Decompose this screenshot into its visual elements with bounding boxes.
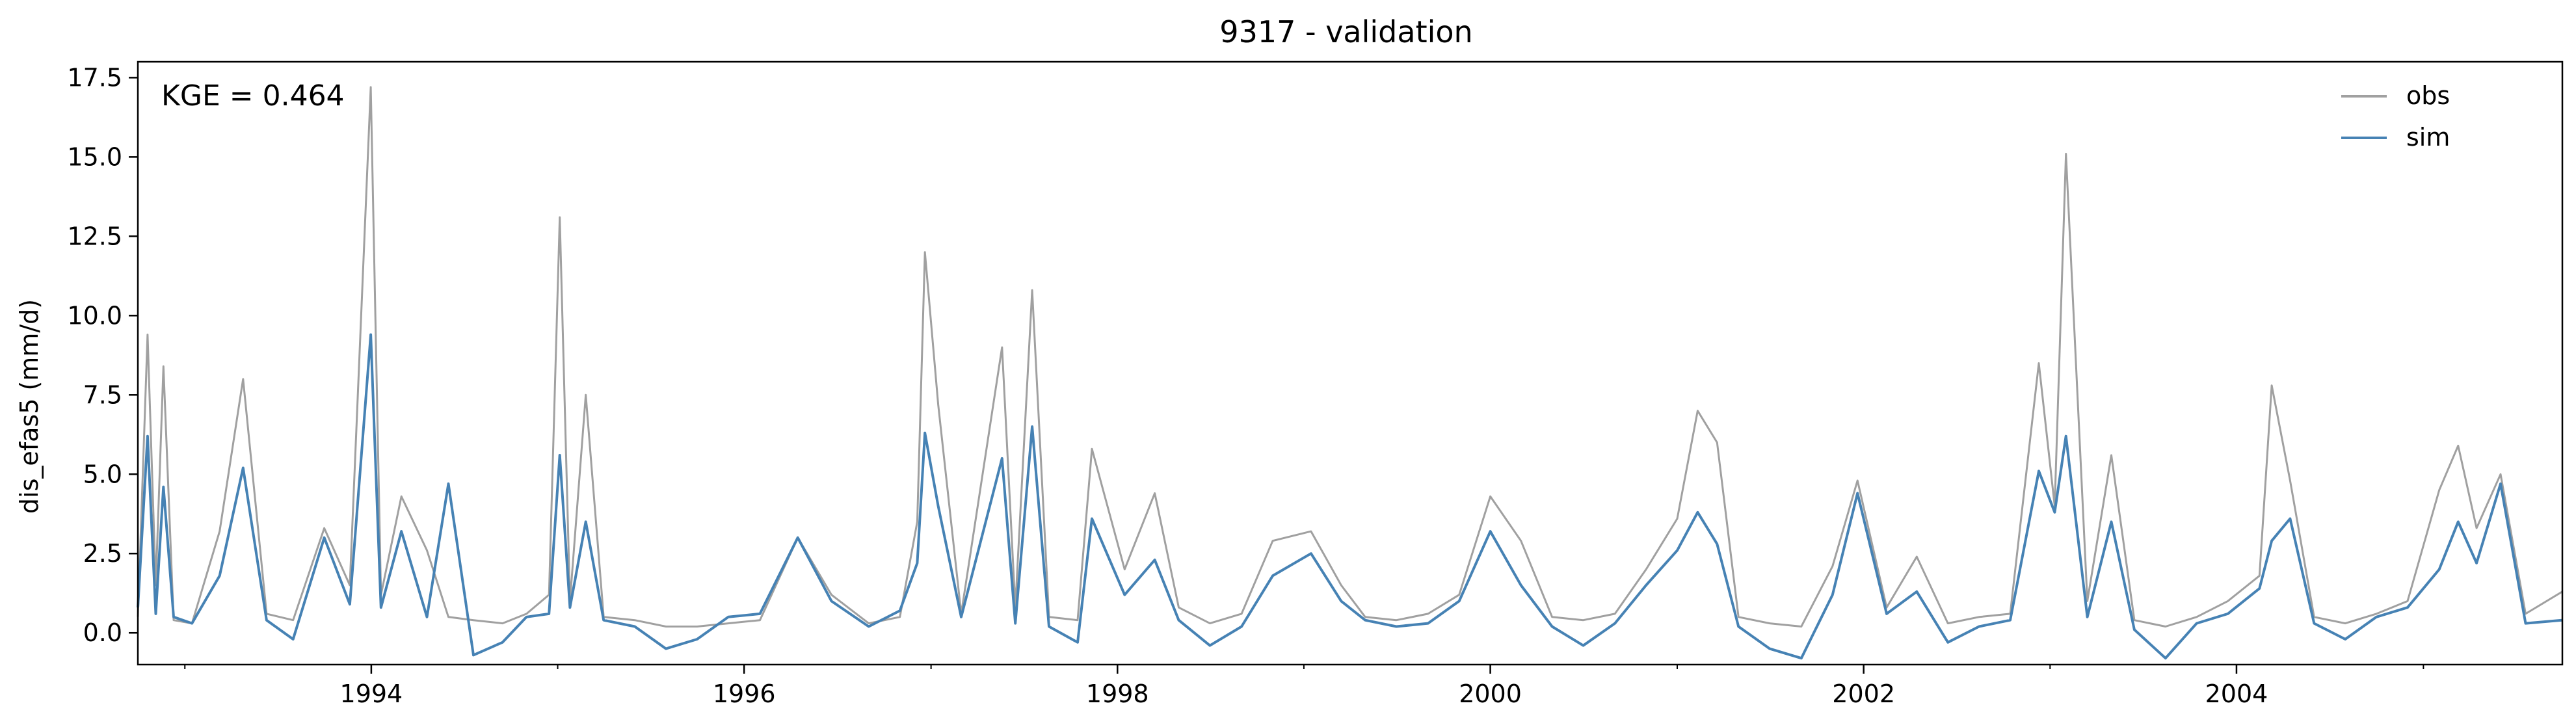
x-axis: 1994 1996 1998 2000 2002 2004: [184, 665, 2424, 708]
series-line-obs: [137, 86, 2563, 628]
y-axis-label: dis_efas5 (mm/d): [15, 299, 44, 514]
legend-label-sim: sim: [2406, 123, 2450, 152]
y-tick-label: 10.0: [67, 301, 122, 330]
plot-frame: [137, 60, 2564, 666]
legend: obs sim: [2341, 81, 2450, 152]
x-tick-label: 2000: [1459, 680, 1522, 708]
y-tick-label: 0.0: [83, 618, 122, 647]
legend-label-obs: obs: [2406, 81, 2450, 110]
kge-annotation: KGE = 0.464: [161, 79, 345, 112]
y-tick-label: 2.5: [83, 539, 122, 568]
series-line-sim: [137, 333, 2563, 660]
series-layer: [137, 86, 2563, 660]
chart-title: 9317 - validation: [1219, 14, 1472, 49]
y-tick-label: 15.0: [67, 142, 122, 171]
x-tick-label: 1996: [713, 680, 776, 708]
y-tick-label: 17.5: [67, 63, 122, 92]
y-tick-label: 5.0: [83, 460, 122, 488]
y-tick-label: 7.5: [83, 380, 122, 409]
y-axis: 0.0 2.5 5.0 7.5 10.0 12.5 15.0 17.5: [67, 63, 138, 647]
x-tick-label: 2002: [1832, 680, 1895, 708]
x-tick-label: 2004: [2205, 680, 2268, 708]
y-tick-label: 12.5: [67, 222, 122, 250]
x-tick-label: 1994: [340, 680, 403, 708]
plot-area: [137, 60, 2564, 666]
x-tick-label: 1998: [1086, 680, 1149, 708]
